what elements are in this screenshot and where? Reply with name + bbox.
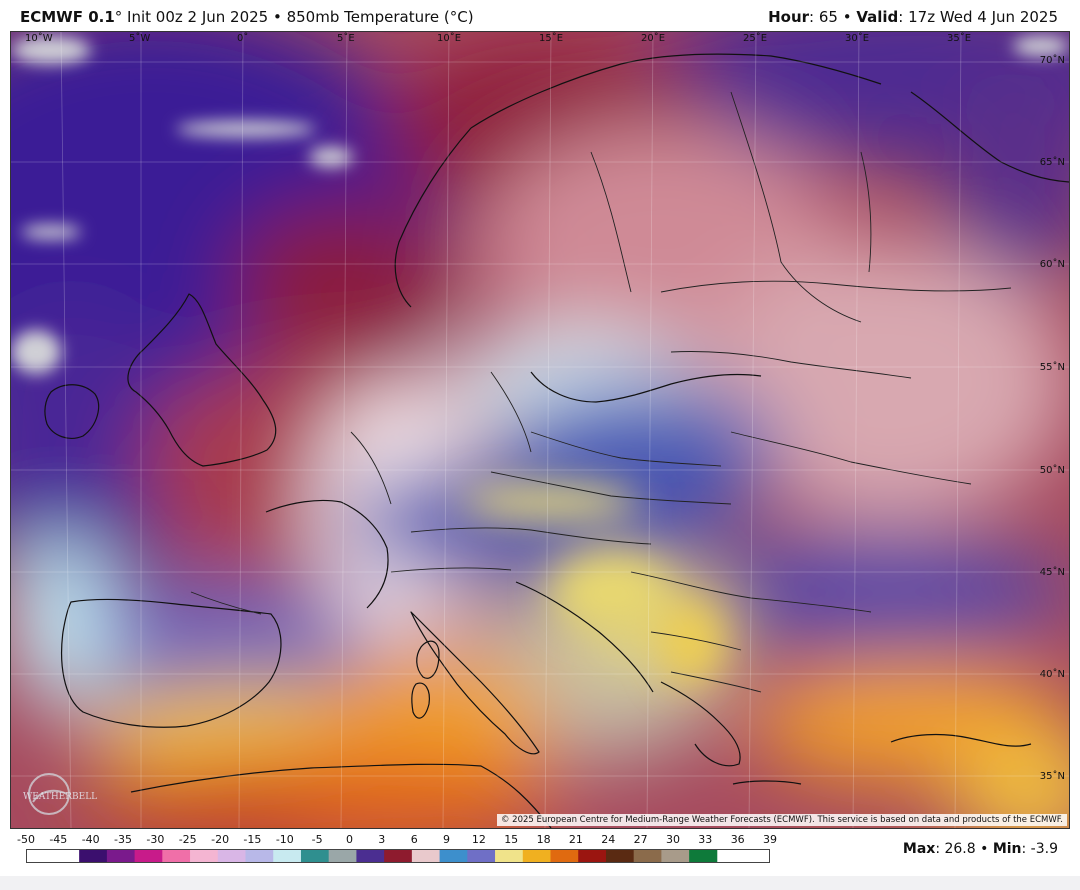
colorbar-tick-label: 21 <box>568 833 583 846</box>
weather-map[interactable]: 10˚W 5˚W 0˚ 5˚E 10˚E 15˚E 20˚E 25˚E 30˚E… <box>10 31 1070 829</box>
colorbar-tick-label: 24 <box>601 833 616 846</box>
min-label: Min <box>992 841 1022 857</box>
colorbar-swatch <box>106 850 136 862</box>
max-label: Max <box>902 841 936 857</box>
colorbar-swatch <box>411 850 441 862</box>
lon-label: 20˚E <box>641 33 666 44</box>
hour-label: Hour <box>768 8 810 26</box>
lat-label: 70˚N <box>1039 55 1065 66</box>
coastlines <box>44 53 1069 828</box>
colorbar-swatch <box>550 850 579 862</box>
colorbar-tick-label: -35 <box>114 833 132 846</box>
colorbar-tick-label: -20 <box>211 833 230 846</box>
colorbar-swatch <box>328 850 357 862</box>
colorbar-swatch <box>522 850 551 862</box>
lat-label: 65˚N <box>1039 157 1065 168</box>
colorbar-swatch <box>273 850 302 862</box>
colorbar-tick-label: 27 <box>633 833 648 846</box>
temperature-colorbar <box>26 849 770 863</box>
colorbar-swatch <box>79 850 108 862</box>
hour-value: : 65 • <box>809 8 857 26</box>
lon-label: 25˚E <box>743 33 768 44</box>
colorbar-swatch <box>245 850 274 862</box>
valid-value: : 17z Wed 4 Jun 2025 <box>898 8 1058 26</box>
colorbar-swatch <box>661 850 690 862</box>
colorbar-tick-label: 0 <box>346 833 353 846</box>
colorbar-tick-label: -25 <box>178 833 197 846</box>
colorbar-tick-label: 15 <box>504 833 519 846</box>
colorbar-swatch <box>689 850 718 862</box>
colorbar-swatch <box>495 850 524 862</box>
valid-label: Valid <box>856 8 899 26</box>
lat-label: 40˚N <box>1039 669 1065 680</box>
colorbar-tick-label: 18 <box>536 833 551 846</box>
colorbar-tick-label: -45 <box>49 833 68 846</box>
footer-bar <box>0 876 1080 890</box>
colorbar-tick-label: 39 <box>763 833 777 846</box>
colorbar-swatch <box>439 850 468 862</box>
lon-label: 10˚W <box>25 33 53 44</box>
colorbar-swatch <box>190 850 219 862</box>
lon-label: 10˚E <box>437 33 462 44</box>
colorbar-tick-label: 33 <box>698 833 713 846</box>
colorbar-tick-label: 3 <box>378 833 386 846</box>
valid-time: Hour: 65 • Valid: 17z Wed 4 Jun 2025 <box>768 8 1058 26</box>
map-title: ECMWF 0.1° Init 00z 2 Jun 2025 • 850mb T… <box>20 8 474 26</box>
lon-label: 5˚W <box>129 33 151 44</box>
colorbar-tick-label: 30 <box>666 833 680 846</box>
lon-label: 5˚E <box>337 33 355 44</box>
weatherbell-logo: WEATHERBELL <box>23 773 97 815</box>
lat-label: 60˚N <box>1039 259 1065 270</box>
model-name: ECMWF 0.1 <box>20 8 115 26</box>
copyright-notice: © 2025 European Centre for Medium-Range … <box>496 814 1067 826</box>
colorbar-swatch <box>605 850 635 862</box>
colorbar-swatch <box>633 850 662 862</box>
colorbar-tick-label: -15 <box>243 833 262 846</box>
lon-label: 0˚ <box>237 33 249 44</box>
svg-text:WEATHERBELL: WEATHERBELL <box>23 792 97 802</box>
lon-label: 35˚E <box>947 33 972 44</box>
colorbar-tick-label: -10 <box>275 833 294 846</box>
colorbar-swatch <box>162 850 191 862</box>
colorbar-tick-label: -50 <box>17 833 35 846</box>
lon-label: 30˚E <box>845 33 870 44</box>
colorbar-swatch <box>300 850 330 862</box>
lat-label: 35˚N <box>1039 771 1065 782</box>
min-value: : -3.9 <box>1021 841 1058 857</box>
lat-label: 50˚N <box>1039 465 1065 476</box>
colorbar-swatch <box>578 850 607 862</box>
max-min-readout: Max: 26.8 • Min: -3.9 <box>903 841 1058 857</box>
colorbar-tick-label: 36 <box>730 833 745 846</box>
lat-label: 55˚N <box>1039 362 1065 373</box>
colorbar-swatch <box>467 850 496 862</box>
lat-label: 45˚N <box>1039 567 1065 578</box>
borders <box>190 91 1012 693</box>
temperature-field <box>11 32 1069 828</box>
colorbar-tick-label: -40 <box>81 833 100 846</box>
colorbar-tick-label: -30 <box>146 833 165 846</box>
colorbar-swatch <box>384 850 413 862</box>
colorbar-swatch <box>217 850 246 862</box>
colorbar-tick-label: -5 <box>311 833 323 846</box>
colorbar-tick-label: 12 <box>471 833 486 846</box>
lon-label: 15˚E <box>539 33 564 44</box>
max-value: : 26.8 • <box>935 841 993 857</box>
graticule <box>11 32 1069 828</box>
colorbar-tick-label: 9 <box>443 833 450 846</box>
colorbar-swatch <box>356 850 385 862</box>
init-run-text: ° Init 00z 2 Jun 2025 • 850mb Temperatur… <box>114 8 474 26</box>
colorbar-tick-label: 6 <box>410 833 418 846</box>
colorbar-swatch <box>134 850 163 862</box>
colorbar-tick-labels: -50 -45 -40 -35 -30 -25 -20 -15 -10 -5 0 3 6 9 12 15 18 2… <box>10 833 780 847</box>
